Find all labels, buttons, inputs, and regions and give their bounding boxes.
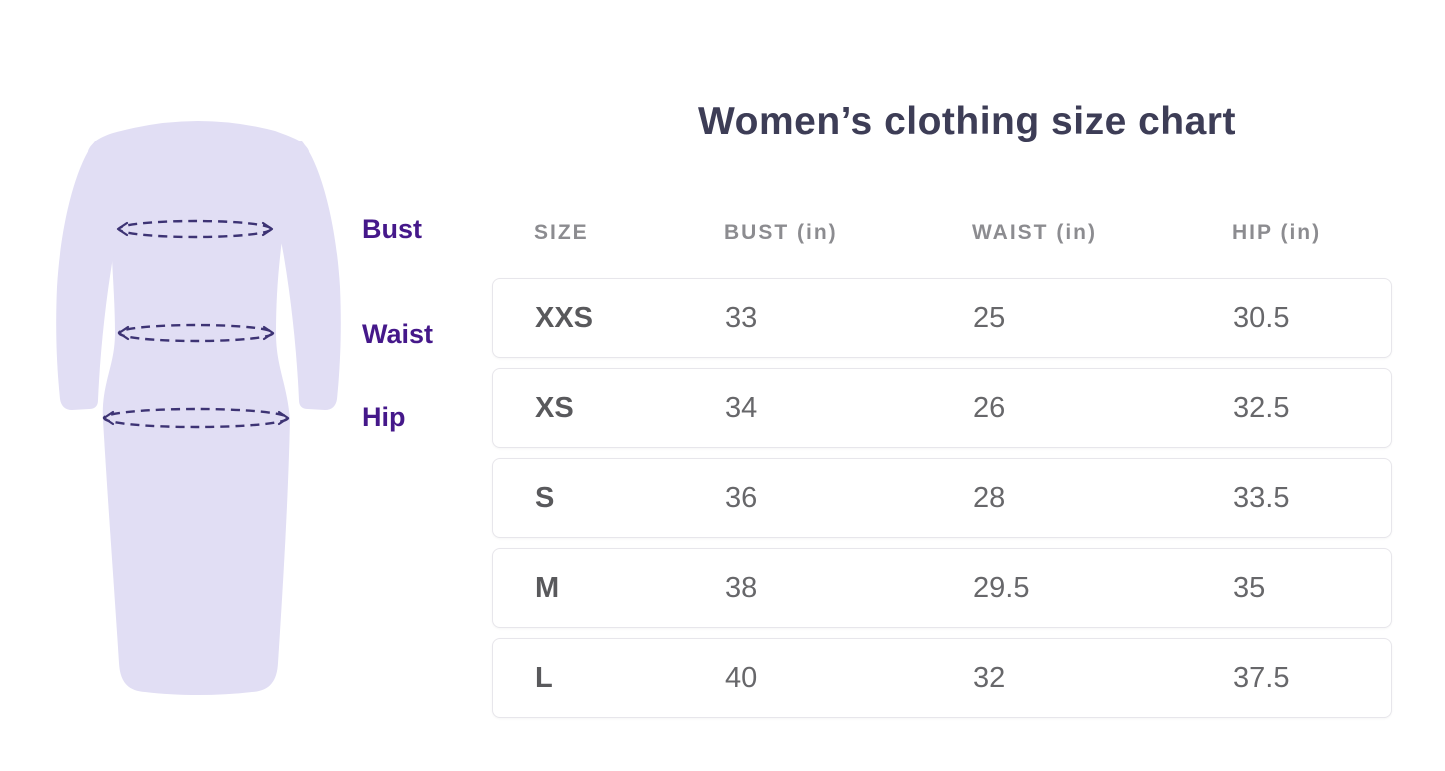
value-cell: 29.5 [973, 571, 1030, 604]
value-cell: 38 [725, 571, 758, 604]
value-cell: 35 [1233, 571, 1266, 604]
value-cell: 30.5 [1233, 301, 1290, 334]
bust-arrow-right [261, 221, 274, 237]
measure-label-hip: Hip [362, 402, 406, 432]
hip-arrow-left [102, 410, 115, 426]
table-row: M 38 29.5 35 [492, 548, 1392, 628]
size-cell: S [535, 481, 555, 514]
header-cell: HIP (in) [1232, 221, 1322, 244]
waist-arrow-left [117, 325, 130, 341]
value-cell: 28 [973, 481, 1006, 514]
value-cell: 32 [973, 661, 1006, 694]
measure-label-bust: Bust [362, 214, 422, 244]
header-cell: WAIST (in) [972, 221, 1097, 244]
dress-right-sleeve [260, 141, 341, 410]
value-cell: 37.5 [1233, 661, 1290, 694]
value-cell: 33.5 [1233, 481, 1290, 514]
table-row: XXS 33 25 30.5 [492, 278, 1392, 358]
table-body: XXS 33 25 30.5 XS 34 26 32.5 S 36 28 33.5 M 38 29.5 35 L… [492, 278, 1392, 718]
size-cell: M [535, 571, 560, 604]
dress-left-sleeve [56, 141, 137, 410]
dress-figure [56, 121, 341, 695]
size-cell: L [535, 661, 553, 694]
hip-arrow-right [277, 410, 290, 426]
header-cell: BUST (in) [724, 221, 838, 244]
value-cell: 34 [725, 391, 758, 424]
value-cell: 26 [973, 391, 1006, 424]
table-row: XS 34 26 32.5 [492, 368, 1392, 448]
value-cell: 33 [725, 301, 758, 334]
table-row: L 40 32 37.5 [492, 638, 1392, 718]
measure-label-waist: Waist [362, 319, 434, 349]
value-cell: 36 [725, 481, 758, 514]
value-cell: 32.5 [1233, 391, 1290, 424]
table-header-row: SIZE BUST (in) WAIST (in) HIP (in) [492, 213, 1434, 253]
table-row: S 36 28 33.5 [492, 458, 1392, 538]
dress-body-shape [88, 121, 309, 695]
waist-arrow-right [262, 325, 275, 341]
value-cell: 40 [725, 661, 758, 694]
page-title: Women’s clothing size chart [698, 100, 1236, 143]
size-cell: XXS [535, 301, 594, 334]
bust-arrow-left [116, 221, 129, 237]
header-cell: SIZE [534, 221, 589, 244]
size-cell: XS [535, 391, 574, 424]
value-cell: 25 [973, 301, 1006, 334]
